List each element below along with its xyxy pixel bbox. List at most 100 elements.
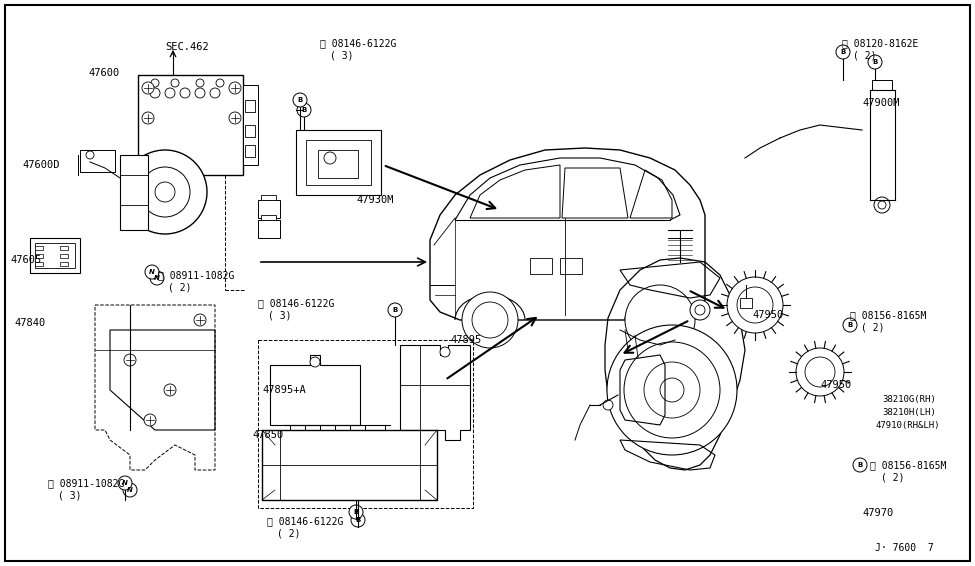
- Bar: [740, 298, 752, 308]
- Text: Ⓑ 08156-8165M: Ⓑ 08156-8165M: [850, 310, 926, 320]
- Text: 47970: 47970: [862, 508, 893, 518]
- Circle shape: [144, 414, 156, 426]
- Bar: [138, 75, 243, 175]
- Text: B: B: [353, 509, 359, 515]
- Circle shape: [642, 302, 678, 338]
- Text: 47895: 47895: [450, 335, 482, 345]
- Circle shape: [603, 400, 613, 410]
- Circle shape: [142, 112, 154, 124]
- Text: 47950: 47950: [752, 310, 783, 320]
- Circle shape: [210, 88, 220, 98]
- Circle shape: [229, 82, 241, 94]
- Bar: [120, 155, 148, 230]
- Circle shape: [874, 197, 890, 213]
- Circle shape: [118, 476, 132, 490]
- Bar: [245, 100, 255, 112]
- Bar: [245, 145, 255, 157]
- Text: 47850: 47850: [252, 430, 284, 440]
- Bar: [261, 215, 276, 220]
- Circle shape: [194, 314, 206, 326]
- Text: B: B: [840, 49, 845, 55]
- Text: 47605: 47605: [10, 255, 41, 265]
- Circle shape: [737, 287, 773, 323]
- Text: 47600D: 47600D: [22, 160, 59, 170]
- Circle shape: [145, 265, 159, 279]
- Bar: [261, 195, 276, 200]
- Bar: [60, 246, 68, 250]
- Circle shape: [690, 300, 710, 320]
- Text: 47900M: 47900M: [862, 98, 900, 108]
- Bar: [530, 258, 552, 274]
- Text: B: B: [355, 517, 361, 523]
- Text: N: N: [127, 487, 133, 493]
- Bar: [318, 150, 358, 178]
- Text: J· 7600  7: J· 7600 7: [875, 543, 934, 553]
- Circle shape: [195, 88, 205, 98]
- Circle shape: [297, 103, 311, 117]
- Bar: [245, 125, 255, 137]
- Circle shape: [216, 79, 224, 87]
- Circle shape: [123, 483, 137, 497]
- Text: B: B: [873, 59, 878, 65]
- Text: 47840: 47840: [14, 318, 45, 328]
- Bar: [296, 130, 381, 195]
- Circle shape: [310, 357, 320, 367]
- Circle shape: [140, 167, 190, 217]
- Bar: [30, 238, 80, 273]
- Circle shape: [151, 79, 159, 87]
- Bar: [35, 243, 75, 268]
- Bar: [872, 80, 892, 90]
- Text: ( 3): ( 3): [330, 51, 354, 61]
- Bar: [258, 340, 473, 508]
- Circle shape: [150, 88, 160, 98]
- Circle shape: [695, 305, 705, 315]
- Bar: [258, 220, 280, 238]
- Circle shape: [171, 79, 179, 87]
- Text: N: N: [122, 480, 128, 486]
- Circle shape: [727, 277, 783, 333]
- Circle shape: [351, 513, 365, 527]
- Bar: [262, 430, 437, 500]
- Text: B: B: [392, 307, 398, 313]
- Circle shape: [796, 348, 844, 396]
- Circle shape: [124, 354, 136, 366]
- Circle shape: [836, 45, 850, 59]
- Text: Ⓑ 08146-6122G: Ⓑ 08146-6122G: [320, 38, 397, 48]
- Circle shape: [472, 302, 508, 338]
- Bar: [80, 150, 115, 172]
- Circle shape: [388, 303, 402, 317]
- Bar: [35, 262, 43, 266]
- Bar: [35, 254, 43, 258]
- Bar: [60, 262, 68, 266]
- Text: 47950: 47950: [820, 380, 851, 390]
- Circle shape: [644, 362, 700, 418]
- Text: Ⓑ 08146-6122G: Ⓑ 08146-6122G: [258, 298, 334, 308]
- Text: 38210G(RH): 38210G(RH): [882, 395, 936, 404]
- Text: ( 3): ( 3): [58, 491, 82, 501]
- Bar: [60, 254, 68, 258]
- Circle shape: [805, 357, 835, 387]
- Bar: [560, 258, 582, 274]
- Text: ( 2): ( 2): [277, 529, 300, 539]
- Circle shape: [123, 150, 207, 234]
- Text: N: N: [154, 275, 160, 281]
- Text: B: B: [847, 322, 852, 328]
- Text: 47895+A: 47895+A: [262, 385, 306, 395]
- Circle shape: [142, 82, 154, 94]
- Text: Ⓑ 08120-8162E: Ⓑ 08120-8162E: [842, 38, 918, 48]
- Circle shape: [150, 271, 164, 285]
- Circle shape: [180, 88, 190, 98]
- Text: Ⓝ 08911-1082G: Ⓝ 08911-1082G: [158, 270, 234, 280]
- Circle shape: [607, 325, 737, 455]
- Bar: [243, 85, 258, 165]
- Circle shape: [660, 378, 684, 402]
- Text: N: N: [149, 269, 155, 275]
- Circle shape: [868, 55, 882, 69]
- Circle shape: [229, 112, 241, 124]
- Circle shape: [843, 318, 857, 332]
- Bar: [306, 140, 371, 185]
- Text: SEC.462: SEC.462: [165, 42, 209, 52]
- Text: ( 2): ( 2): [881, 473, 905, 483]
- Circle shape: [440, 347, 450, 357]
- Circle shape: [293, 93, 307, 107]
